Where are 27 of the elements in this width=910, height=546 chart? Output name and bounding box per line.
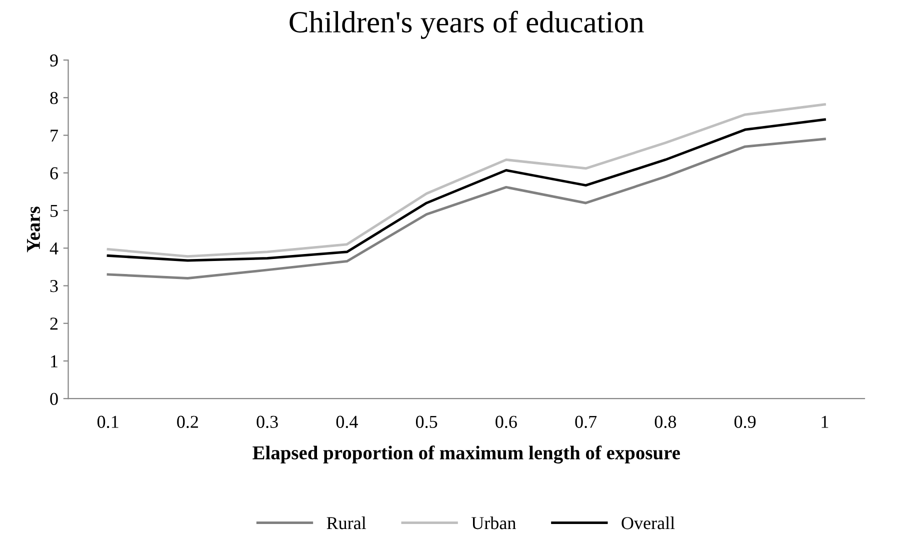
x-tick-label: 0.5 (416, 416, 438, 428)
y-axis-title: Years (27, 206, 40, 252)
legend-label: Urban (471, 516, 516, 530)
line-series (106, 138, 826, 280)
y-tick-label: 3 (50, 280, 58, 292)
x-axis-title: Elapsed proportion of maximum length of exposure (252, 446, 680, 464)
y-tick-label: 4 (50, 242, 58, 254)
y-tick-label: 7 (50, 130, 58, 142)
x-tick-label: 0.4 (336, 416, 358, 428)
legend-label: Rural (326, 516, 366, 530)
x-tick-label: 0.8 (654, 416, 676, 428)
y-tick-label: 5 (50, 204, 58, 217)
y-tick-label: 0 (50, 392, 58, 406)
x-tick-label: 1 (822, 416, 828, 428)
x-tick-label: 0.6 (496, 416, 517, 428)
y-tick-label: 6 (50, 167, 58, 180)
x-tick-label: 0.9 (734, 416, 756, 428)
y-tick-label: 2 (50, 318, 58, 330)
x-tick-label: 0.7 (575, 416, 597, 428)
y-tick-label: 1 (51, 355, 58, 368)
y-tick-label: 9 (50, 54, 58, 66)
chart-title: Children's years of education (290, 10, 644, 39)
x-tick-label: 0.2 (177, 416, 198, 428)
x-tick-label: 0.3 (256, 416, 278, 428)
legend-label: Overall (622, 516, 675, 530)
x-tick-label: 0.1 (97, 416, 118, 428)
y-tick-label: 8 (50, 92, 58, 104)
